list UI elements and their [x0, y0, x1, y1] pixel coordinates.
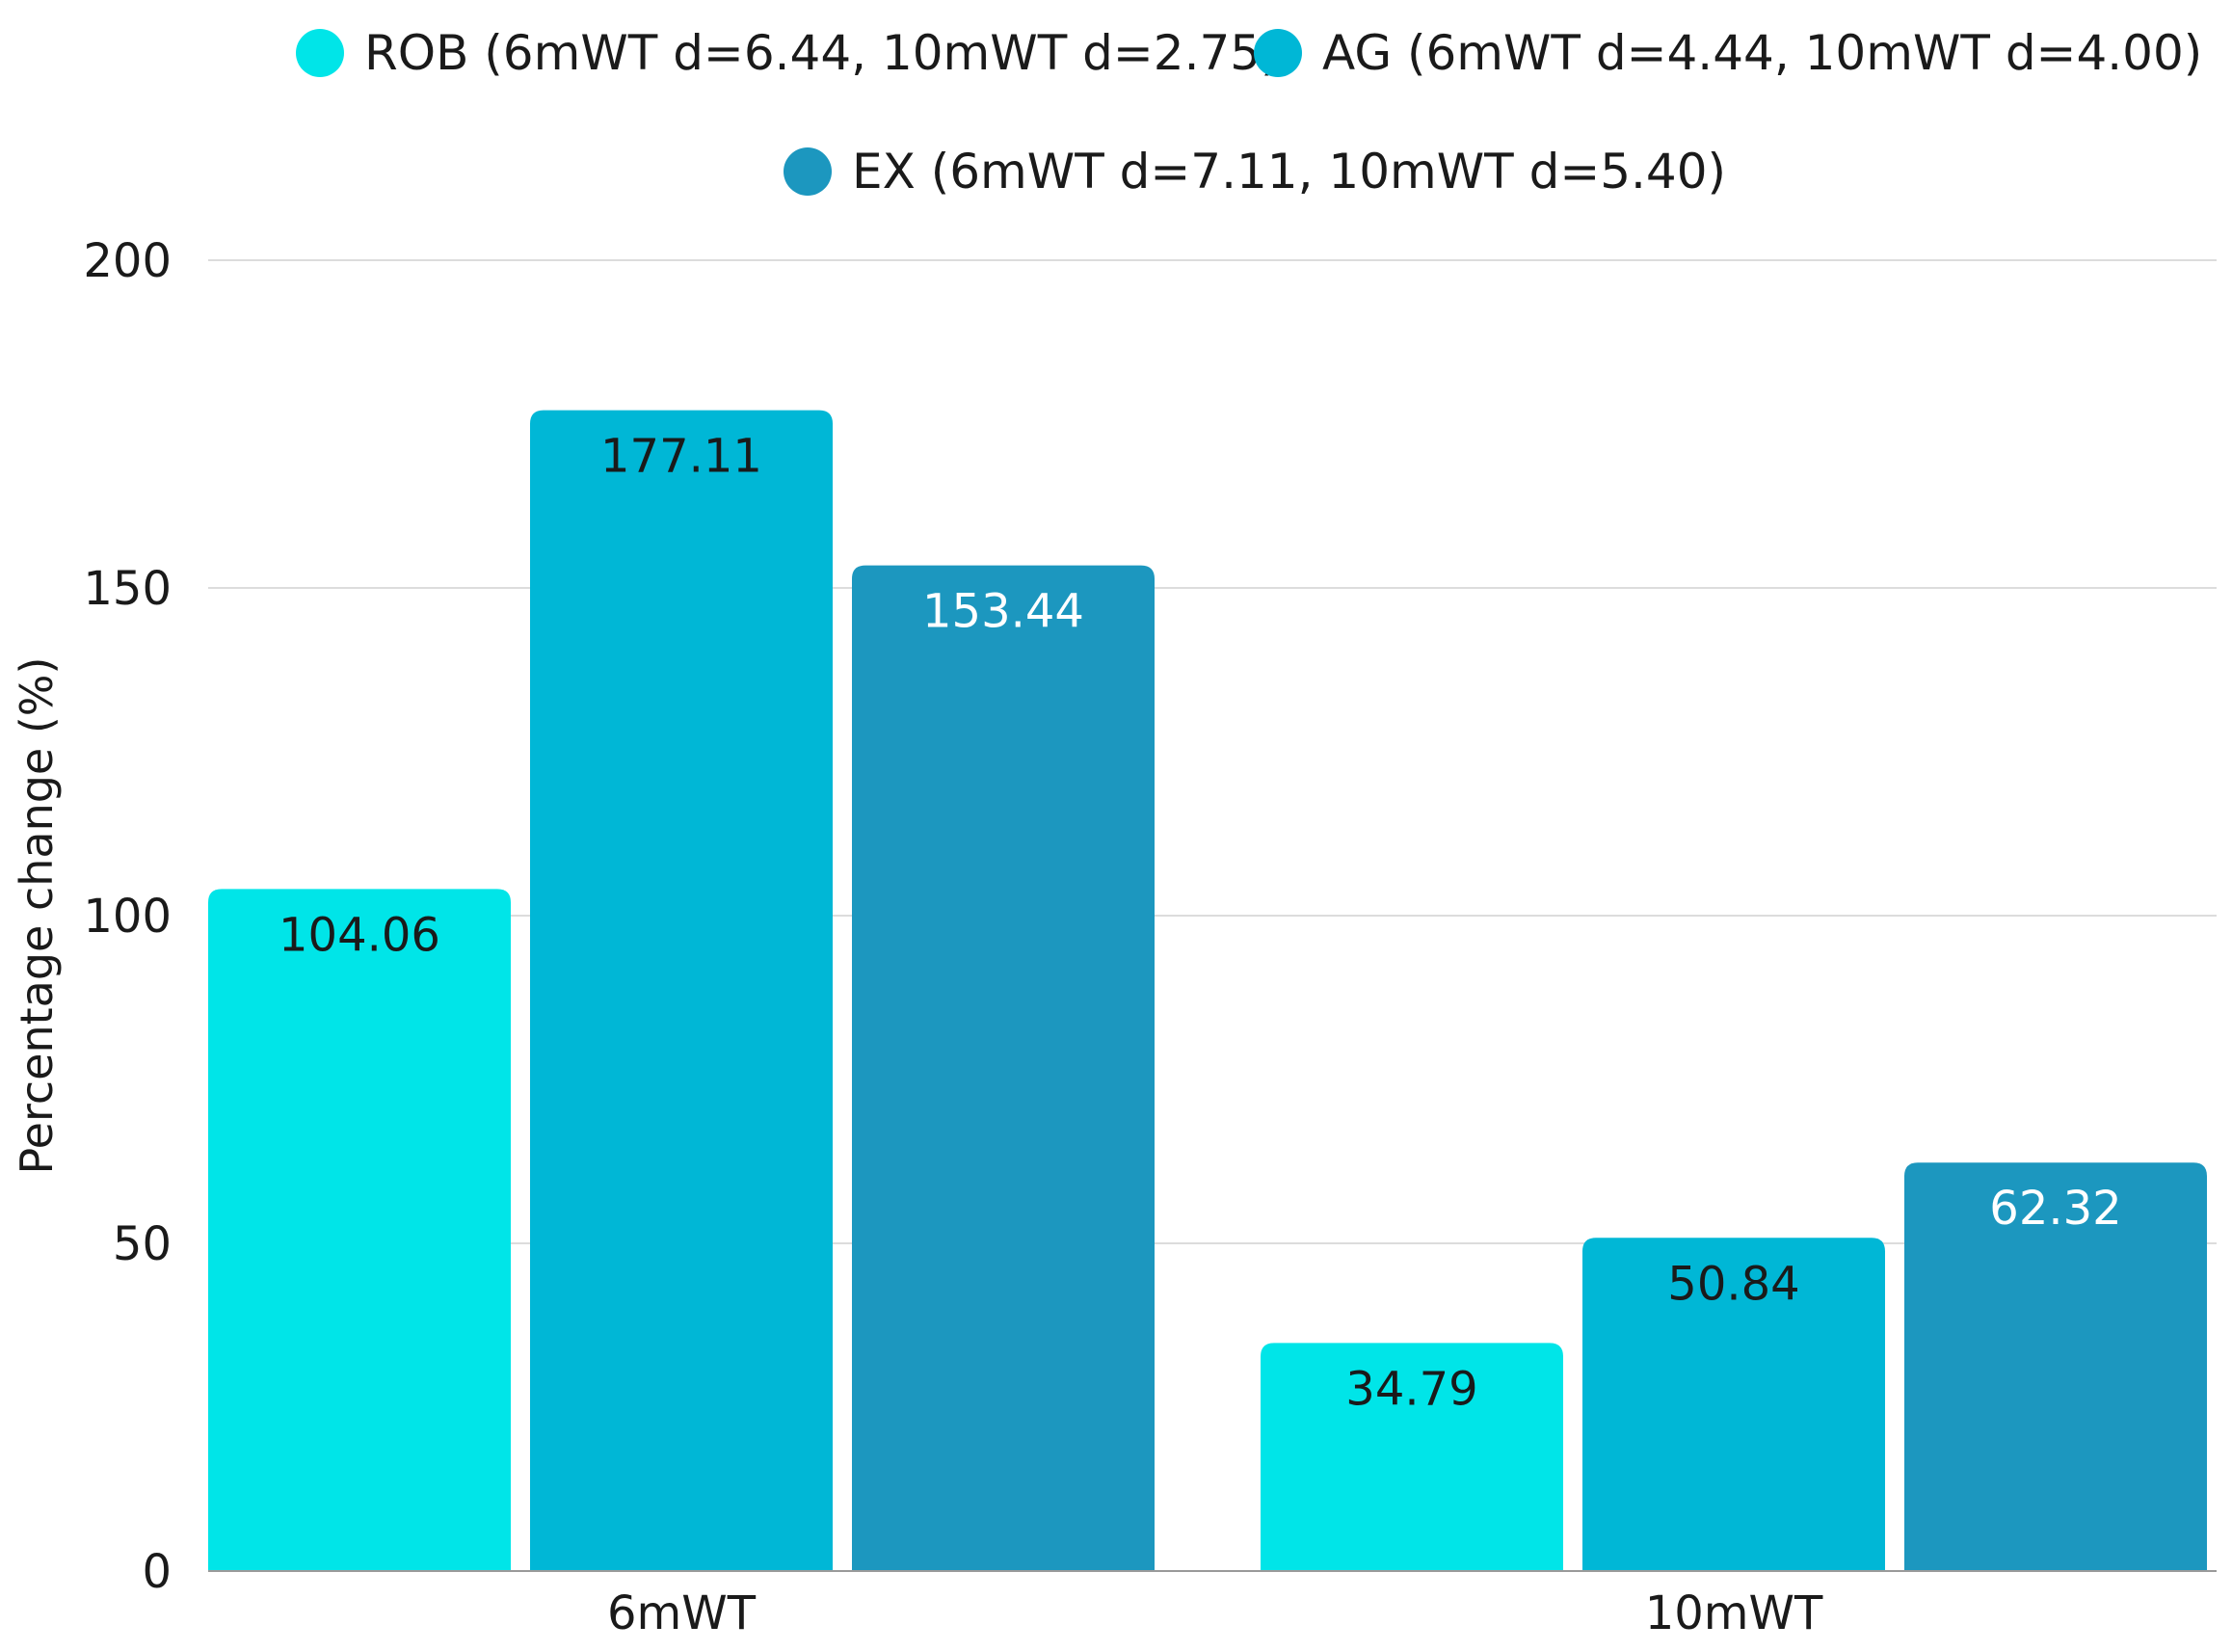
bar-0-1	[1261, 1343, 1563, 1571]
bars	[208, 410, 2207, 1572]
bar-0-0	[208, 889, 511, 1571]
bar-2-1	[1904, 1162, 2207, 1571]
legend-entry: AG (6mWT d=4.44, 10mWT d=4.00)	[1322, 25, 2202, 81]
y-tick-label: 150	[83, 562, 172, 616]
x-category-label: 10mWT	[1645, 1586, 1823, 1640]
y-axis-label: Percentage change (%)	[11, 657, 63, 1175]
legend-entry: ROB (6mWT d=6.44, 10mWT d=2.75)	[364, 25, 1280, 81]
bar-2-0	[852, 565, 1155, 1572]
bar-value-label: 104.06	[279, 908, 440, 962]
legend-swatch-icon	[784, 147, 832, 196]
legend-entry: EX (6mWT d=7.11, 10mWT d=5.40)	[852, 144, 1726, 200]
legend-swatch-icon	[296, 29, 344, 77]
bar-1-0	[530, 410, 833, 1572]
y-tick-label: 200	[83, 234, 172, 288]
y-tick-label: 50	[113, 1217, 172, 1271]
chart-legend: ROB (6mWT d=6.44, 10mWT d=2.75) AG (6mWT …	[296, 25, 2202, 200]
y-tick-label: 0	[142, 1545, 172, 1599]
bar-value-label: 34.79	[1345, 1362, 1477, 1416]
x-axis-categories: 6mWT 10mWT	[607, 1586, 1823, 1640]
y-axis-ticks: 0 50 100 150 200	[83, 234, 172, 1599]
bar-value-label: 62.32	[1989, 1182, 2121, 1236]
bar-1-1	[1582, 1238, 1885, 1571]
bar-value-label: 153.44	[922, 585, 1084, 639]
x-category-label: 6mWT	[607, 1586, 757, 1640]
y-tick-label: 100	[83, 890, 172, 944]
bar-value-label: 177.11	[600, 430, 762, 484]
legend-swatch-icon	[1254, 29, 1302, 77]
bar-value-label: 50.84	[1667, 1257, 1799, 1311]
value-labels: 104.06 177.11 153.44 34.79 50.84 62.32	[279, 430, 2122, 1417]
